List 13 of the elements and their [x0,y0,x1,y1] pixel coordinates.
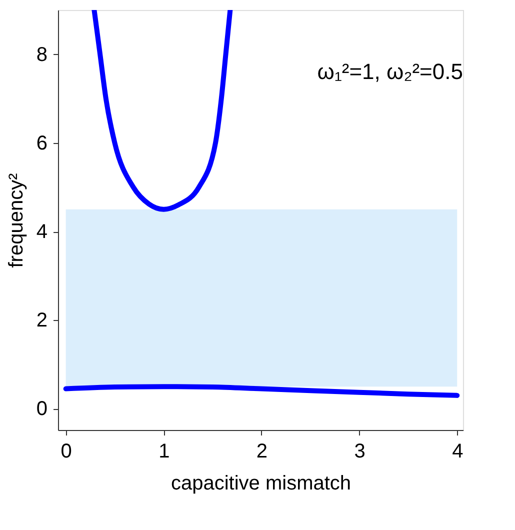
x-tick-label: 3 [354,440,366,462]
y-tick-label: 4 [36,221,48,244]
x-tick-label: 1 [158,440,170,462]
x-tick-label: 4 [452,440,464,462]
y-tick-label: 2 [36,310,48,332]
x-tick-label: 0 [60,440,72,462]
y-tick-label: 8 [36,44,48,66]
y-tick-label: 0 [36,398,48,420]
y-tick-label: 6 [36,132,48,154]
annotation: ω₁²=1, ω₂²=0.5 [317,59,463,84]
x-axis-title: capacitive mismatch [170,472,352,494]
x-tick-label: 2 [256,440,268,462]
y-axis-title: frequency² [5,172,28,268]
